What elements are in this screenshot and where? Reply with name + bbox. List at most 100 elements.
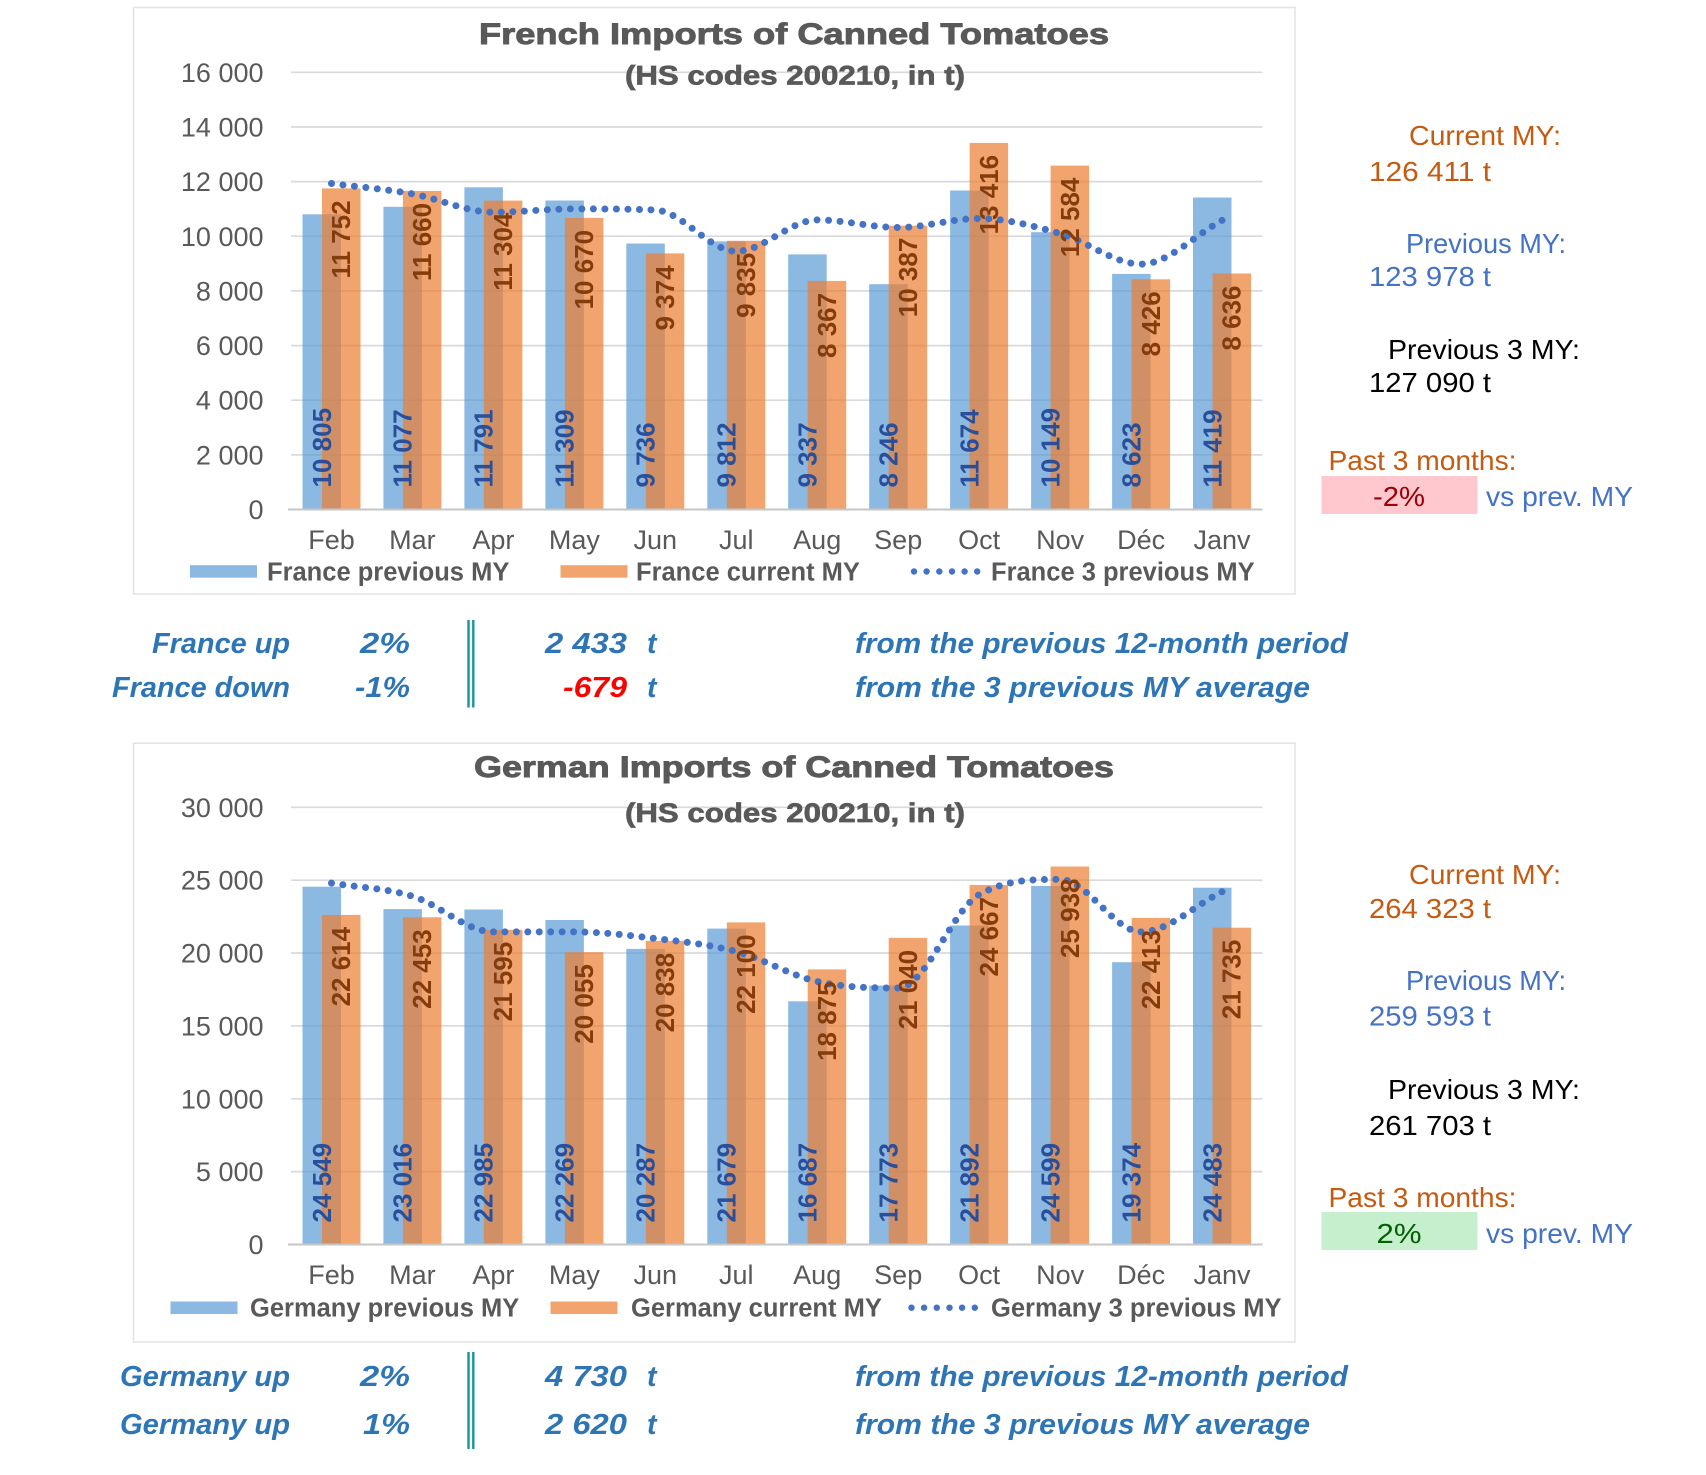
svg-text:9 835: 9 835	[731, 253, 761, 318]
svg-text:1%: 1%	[363, 1409, 410, 1441]
svg-text:2%: 2%	[1377, 1218, 1422, 1249]
svg-text:12 584: 12 584	[1055, 177, 1085, 257]
svg-text:21 735: 21 735	[1217, 940, 1247, 1020]
svg-text:8 426: 8 426	[1136, 291, 1166, 356]
svg-text:10 149: 10 149	[1035, 408, 1065, 488]
svg-text:20 000: 20 000	[181, 939, 264, 969]
svg-text:16 000: 16 000	[181, 58, 264, 88]
svg-text:23 016: 23 016	[388, 1143, 418, 1223]
svg-text:22 985: 22 985	[469, 1143, 499, 1223]
svg-text:Previous 3 MY:: Previous 3 MY:	[1388, 1074, 1580, 1105]
svg-text:t: t	[647, 1361, 658, 1393]
svg-text:6 000: 6 000	[196, 331, 264, 361]
svg-text:9 812: 9 812	[712, 422, 742, 487]
svg-text:2%: 2%	[359, 1361, 410, 1393]
svg-text:Sep: Sep	[874, 1260, 922, 1290]
svg-text:Germany current MY: Germany current MY	[631, 1295, 882, 1323]
svg-text:Aug: Aug	[793, 525, 841, 555]
svg-text:Germany previous MY: Germany previous MY	[250, 1295, 519, 1323]
svg-text:from the 3 previous MY average: from the 3 previous MY average	[855, 1409, 1310, 1441]
svg-text:Déc: Déc	[1117, 525, 1165, 555]
svg-text:10 000: 10 000	[181, 222, 264, 252]
svg-text:5 000: 5 000	[196, 1157, 264, 1187]
svg-text:Déc: Déc	[1117, 1260, 1165, 1290]
svg-text:11 791: 11 791	[469, 409, 499, 487]
svg-text:24 667: 24 667	[974, 897, 1004, 977]
svg-text:10 000: 10 000	[181, 1084, 264, 1114]
svg-text:13 416: 13 416	[974, 155, 1004, 235]
svg-text:4 000: 4 000	[196, 386, 264, 416]
svg-text:Previous 3 MY:: Previous 3 MY:	[1388, 334, 1580, 365]
svg-text:10 805: 10 805	[307, 408, 337, 488]
svg-text:-2%: -2%	[1373, 481, 1425, 512]
svg-text:-679: -679	[563, 672, 627, 704]
svg-text:t: t	[647, 1409, 658, 1441]
svg-text:Mar: Mar	[389, 525, 436, 555]
svg-text:20 287: 20 287	[631, 1143, 661, 1223]
svg-text:21 595: 21 595	[488, 942, 518, 1022]
svg-text:11 077: 11 077	[388, 409, 418, 487]
svg-text:Current MY:: Current MY:	[1409, 859, 1561, 890]
svg-text:Mar: Mar	[389, 1260, 436, 1290]
svg-text:France previous MY: France previous MY	[267, 559, 509, 587]
svg-text:8 246: 8 246	[874, 422, 904, 487]
svg-text:24 549: 24 549	[307, 1143, 337, 1223]
svg-text:259 593 t: 259 593 t	[1369, 1001, 1491, 1032]
svg-text:8 623: 8 623	[1116, 422, 1146, 487]
svg-text:2 620: 2 620	[544, 1409, 627, 1441]
svg-text:Germany 3 previous MY: Germany 3 previous MY	[991, 1295, 1282, 1323]
svg-text:0: 0	[248, 1230, 263, 1260]
svg-text:Previous MY:: Previous MY:	[1406, 228, 1566, 259]
svg-text:from the 3 previous MY average: from the 3 previous MY average	[855, 672, 1310, 704]
svg-text:19 374: 19 374	[1116, 1142, 1146, 1222]
svg-text:t: t	[647, 672, 658, 704]
svg-text:Current MY:: Current MY:	[1409, 120, 1561, 151]
svg-text:12 000: 12 000	[181, 167, 264, 197]
svg-text:May: May	[549, 1260, 601, 1290]
svg-text:German Imports of Canned Tomat: German Imports of Canned Tomatoes	[474, 751, 1114, 784]
svg-text:Janv: Janv	[1193, 1260, 1251, 1290]
svg-text:Janv: Janv	[1193, 525, 1251, 555]
svg-text:21 040: 21 040	[893, 950, 923, 1030]
svg-text:11 660: 11 660	[407, 203, 437, 281]
svg-text:10 387: 10 387	[893, 238, 923, 318]
svg-text:Past 3 months:: Past 3 months:	[1329, 1182, 1517, 1213]
svg-text:20 838: 20 838	[650, 953, 680, 1033]
svg-text:Jul: Jul	[719, 1260, 754, 1290]
svg-text:123 978 t: 123 978 t	[1369, 261, 1491, 292]
svg-text:25 000: 25 000	[181, 866, 264, 896]
svg-text:France 3 previous MY: France 3 previous MY	[991, 559, 1255, 587]
svg-text:Jun: Jun	[634, 1260, 678, 1290]
svg-text:vs prev. MY: vs prev. MY	[1486, 1218, 1633, 1249]
svg-text:10 670: 10 670	[569, 230, 599, 310]
svg-text:11 304: 11 304	[488, 212, 518, 291]
svg-text:Oct: Oct	[958, 1260, 1001, 1290]
svg-text:4 730: 4 730	[544, 1361, 627, 1393]
svg-text:8 367: 8 367	[812, 293, 842, 358]
svg-text:261 703 t: 261 703 t	[1369, 1110, 1491, 1141]
svg-text:Feb: Feb	[308, 525, 355, 555]
svg-text:24 599: 24 599	[1035, 1143, 1065, 1223]
svg-text:Past 3 months:: Past 3 months:	[1329, 445, 1517, 476]
svg-text:9 374: 9 374	[650, 265, 680, 331]
svg-text:17 773: 17 773	[874, 1143, 904, 1223]
svg-text:vs prev. MY: vs prev. MY	[1486, 481, 1633, 512]
svg-text:0: 0	[248, 495, 263, 525]
svg-text:Apr: Apr	[472, 525, 514, 555]
svg-text:2%: 2%	[359, 628, 410, 660]
svg-text:-1%: -1%	[355, 672, 410, 704]
svg-text:21 679: 21 679	[712, 1143, 742, 1223]
svg-text:24 483: 24 483	[1197, 1143, 1227, 1223]
svg-text:France down: France down	[112, 672, 290, 704]
svg-text:8 636: 8 636	[1217, 286, 1247, 351]
svg-text:from the previous 12-month per: from the previous 12-month period	[855, 1361, 1349, 1393]
svg-text:14 000: 14 000	[181, 113, 264, 143]
svg-text:France up: France up	[152, 628, 290, 660]
svg-text:from the previous 12-month per: from the previous 12-month period	[855, 628, 1349, 660]
svg-text:French Imports of Canned Tomat: French Imports of Canned Tomatoes	[479, 18, 1109, 51]
svg-text:15 000: 15 000	[181, 1011, 264, 1041]
svg-text:16 687: 16 687	[793, 1143, 823, 1223]
svg-text:Aug: Aug	[793, 1260, 841, 1290]
svg-text:Feb: Feb	[308, 1260, 355, 1290]
svg-text:18 875: 18 875	[812, 981, 842, 1061]
